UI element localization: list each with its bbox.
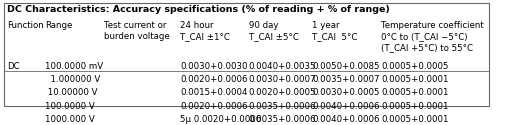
Text: DC Characteristics: Accuracy specifications (% of reading + % of range): DC Characteristics: Accuracy specificati… <box>7 5 390 14</box>
Text: 0.0005+0.0001: 0.0005+0.0001 <box>381 102 449 111</box>
Text: Range: Range <box>46 21 73 30</box>
Text: Test current or
burden voltage: Test current or burden voltage <box>104 21 170 41</box>
Text: 0.0035+0.0006: 0.0035+0.0006 <box>249 115 316 124</box>
Text: 1 year
T_CAI  5°C: 1 year T_CAI 5°C <box>312 21 358 41</box>
Text: 1000.000 V: 1000.000 V <box>46 115 95 124</box>
Text: DC: DC <box>7 62 20 70</box>
Text: 0.0035+0.0006: 0.0035+0.0006 <box>249 102 316 111</box>
Text: 0.0040+0.0006: 0.0040+0.0006 <box>312 102 380 111</box>
Text: 0.0030+0.0030: 0.0030+0.0030 <box>180 62 248 70</box>
Text: Temperature coefficient
0°C to (T_CAI −5°C)
(T_CAI +5°C) to 55°C: Temperature coefficient 0°C to (T_CAI −5… <box>381 21 484 52</box>
Text: Function: Function <box>7 21 44 30</box>
Text: 0.0035+0.0007: 0.0035+0.0007 <box>312 75 380 84</box>
Text: 10.00000 V: 10.00000 V <box>46 88 98 97</box>
Text: 0.0005+0.0001: 0.0005+0.0001 <box>381 75 449 84</box>
Text: 0.0040+0.0006: 0.0040+0.0006 <box>312 115 380 124</box>
Text: 1.000000 V: 1.000000 V <box>46 75 101 84</box>
Text: 0.0005+0.0001: 0.0005+0.0001 <box>381 115 449 124</box>
Text: 0.0050+0.0085: 0.0050+0.0085 <box>312 62 380 70</box>
Text: 100.0000 mV: 100.0000 mV <box>46 62 103 70</box>
Text: 0.0030+0.0005: 0.0030+0.0005 <box>312 88 380 97</box>
Text: 0.0015+0.0004: 0.0015+0.0004 <box>180 88 248 97</box>
Text: 0.0020+0.0005: 0.0020+0.0005 <box>249 88 316 97</box>
Text: 0.0040+0.0035: 0.0040+0.0035 <box>249 62 316 70</box>
Text: 5μ 0.0020+0.0006: 5μ 0.0020+0.0006 <box>180 115 262 124</box>
Text: 100.0000 V: 100.0000 V <box>46 102 95 111</box>
Text: 0.0020+0.0006: 0.0020+0.0006 <box>180 75 248 84</box>
Text: 24 hour
T_CAI ±1°C: 24 hour T_CAI ±1°C <box>180 21 230 41</box>
Text: 0.0005+0.0005: 0.0005+0.0005 <box>381 62 449 70</box>
Text: 0.0005+0.0001: 0.0005+0.0001 <box>381 88 449 97</box>
Text: 0.0020+0.0006: 0.0020+0.0006 <box>180 102 248 111</box>
Text: 90 day
T_CAI ±5°C: 90 day T_CAI ±5°C <box>249 21 299 41</box>
Text: 0.0030+0.0007: 0.0030+0.0007 <box>249 75 316 84</box>
